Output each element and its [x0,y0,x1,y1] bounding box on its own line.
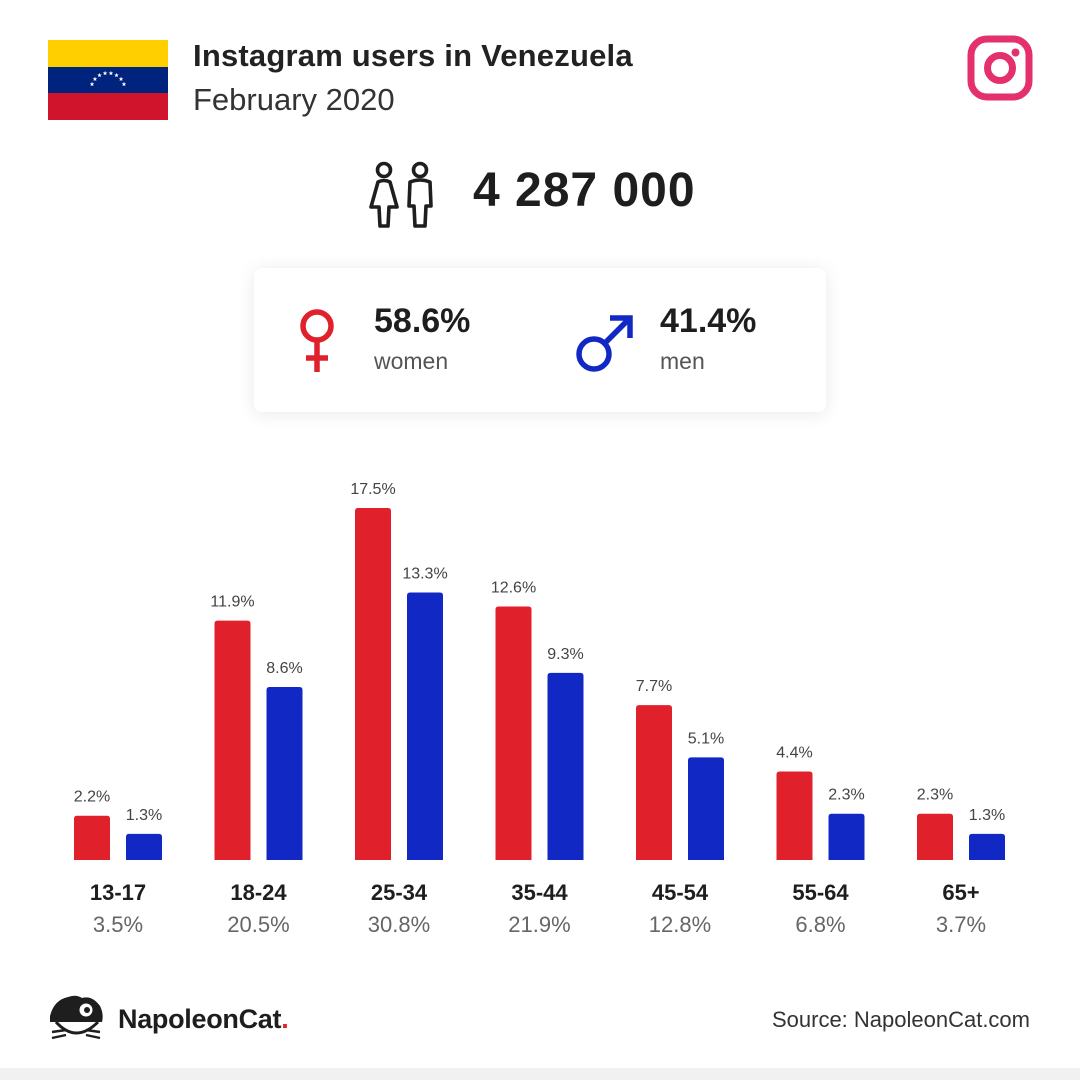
category-label-18-24: 18-24 [230,880,287,905]
men-percentage: 41.4% [660,302,757,340]
data-label-women-18-24: 11.9% [210,594,254,611]
women-label: women [374,348,449,374]
women-percentage: 58.6% [374,302,471,340]
female-symbol-icon [300,309,334,372]
age-gender-bar-chart: 2.2% 1.3% 13-17 3.5% 11.9% 8.6% 18-24 20.5% 17.5… [74,481,1005,937]
instagram-icon [967,35,1033,101]
venezuela-flag-icon [48,40,168,120]
total-users-value: 4 287 000 [473,164,696,217]
data-label-men-25-34: 13.3% [402,565,447,582]
bar-women-35-44 [495,606,532,860]
flag-star [108,70,114,76]
bar-women-13-17 [74,815,110,860]
category-total-65+: 3.7% [936,912,986,937]
page-subtitle: February 2020 [193,82,395,117]
data-label-women-65+: 2.3% [917,787,953,804]
category-label-65+: 65+ [942,880,979,905]
category-label-25-34: 25-34 [371,880,428,905]
bottom-strip [0,1068,1080,1080]
bar-women-25-34 [355,508,391,860]
flag-star [118,76,124,82]
category-label-13-17: 13-17 [90,880,146,905]
data-label-men-35-44: 9.3% [547,646,583,663]
source-credit: Source: NapoleonCat.com [771,1007,1030,1032]
category-total-13-17: 3.5% [93,912,143,937]
bar-men-55-64 [828,813,865,860]
gender-split-card: 58.6% women 41.4% men [254,268,826,412]
data-label-women-45-54: 7.7% [636,678,672,695]
data-label-women-25-34: 17.5% [350,481,395,498]
bar-women-18-24 [214,620,251,860]
flag-star [121,81,127,87]
bar-men-35-44 [547,672,584,860]
data-label-women-13-17: 2.2% [74,789,110,806]
category-total-35-44: 21.9% [508,912,570,937]
people-icon [369,161,433,228]
bar-women-65+ [917,813,953,860]
flag-star [89,81,95,87]
data-label-men-18-24: 8.6% [266,660,302,677]
men-label: men [660,348,705,374]
flag-star [97,72,102,78]
bar-men-65+ [969,833,1005,860]
bar-men-18-24 [266,687,303,860]
bar-women-45-54 [636,705,672,860]
category-total-45-54: 12.8% [649,912,711,937]
category-total-25-34: 30.8% [368,912,430,937]
data-label-women-35-44: 12.6% [491,580,536,597]
category-label-45-54: 45-54 [652,880,709,905]
data-label-men-65+: 1.3% [969,807,1005,824]
data-label-men-13-17: 1.3% [126,807,162,824]
flag-star [114,72,119,78]
category-total-18-24: 20.5% [227,912,289,937]
flag-star [92,76,98,82]
category-label-35-44: 35-44 [511,880,568,905]
napoleoncat-logo-icon [50,995,103,1040]
bar-men-25-34 [407,592,443,860]
bar-women-55-64 [776,771,813,860]
data-label-women-55-64: 4.4% [776,744,812,761]
flag-star [102,70,108,76]
brand-name: NapoleonCat. [118,1004,289,1034]
page-title: Instagram users in Venezuela [193,38,633,73]
category-total-55-64: 6.8% [795,912,845,937]
category-label-55-64: 55-64 [792,880,849,905]
bar-men-45-54 [688,757,724,860]
male-symbol-icon [576,315,633,372]
data-label-men-55-64: 2.3% [828,787,864,804]
bar-men-13-17 [126,833,162,860]
data-label-men-45-54: 5.1% [688,730,724,747]
